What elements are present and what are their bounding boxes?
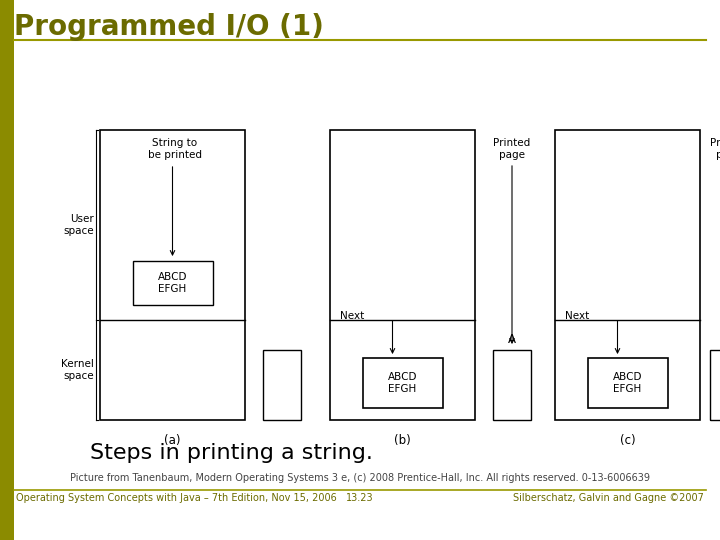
Text: (b): (b) (394, 434, 411, 447)
Bar (100, 130, 245, 420)
Text: Next: Next (340, 311, 364, 321)
Text: Kernel
space: Kernel space (61, 359, 94, 381)
Text: ABCD
EFGH: ABCD EFGH (388, 372, 418, 394)
Bar (263, 350, 301, 420)
Bar (555, 130, 700, 420)
Text: Picture from Tanenbaum, Modern Operating Systems 3 e, (c) 2008 Prentice-Hall, In: Picture from Tanenbaum, Modern Operating… (70, 473, 650, 483)
Text: Silberschatz, Galvin and Gagne ©2007: Silberschatz, Galvin and Gagne ©2007 (513, 493, 704, 503)
Text: (a): (a) (164, 434, 181, 447)
Text: ABCD
EFGH: ABCD EFGH (158, 272, 187, 294)
Text: ABCD
EFGH: ABCD EFGH (613, 372, 642, 394)
Text: A: A (508, 333, 516, 346)
Text: Printed
page: Printed page (493, 138, 531, 160)
Text: String to
be printed: String to be printed (148, 138, 202, 160)
Text: Programmed I/O (1): Programmed I/O (1) (14, 13, 324, 41)
Text: (c): (c) (620, 434, 635, 447)
Text: 13.23: 13.23 (346, 493, 374, 503)
Text: Next: Next (565, 311, 589, 321)
Bar (493, 350, 531, 420)
Bar (330, 130, 475, 420)
Bar (0, 0, 14, 540)
Bar (710, 350, 720, 420)
Text: User
space: User space (63, 214, 94, 236)
Bar (362, 358, 443, 408)
Text: Printed
page: Printed page (711, 138, 720, 160)
Bar (132, 261, 212, 305)
Bar (588, 358, 667, 408)
Text: Operating System Concepts with Java – 7th Edition, Nov 15, 2006: Operating System Concepts with Java – 7t… (16, 493, 337, 503)
Text: Steps in printing a string.: Steps in printing a string. (90, 443, 373, 463)
